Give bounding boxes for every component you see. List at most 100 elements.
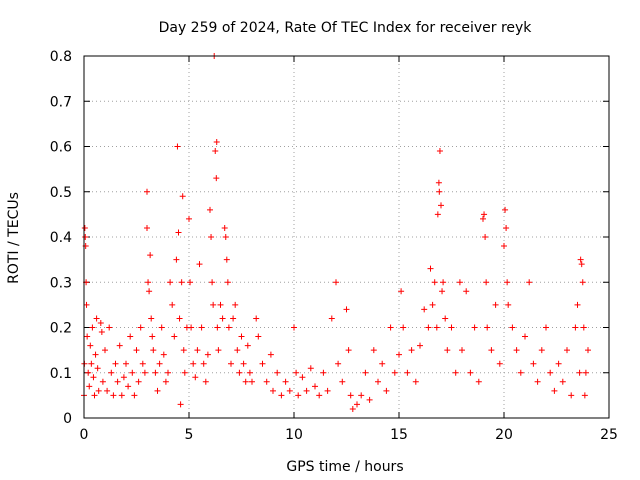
- data-point: [463, 288, 470, 295]
- data-point: [316, 392, 323, 399]
- data-point: [174, 143, 181, 150]
- data-point: [387, 324, 394, 331]
- data-point: [212, 148, 219, 155]
- data-point: [154, 387, 161, 394]
- data-point: [274, 369, 281, 376]
- data-point: [181, 369, 188, 376]
- data-point: [144, 224, 150, 231]
- data-point: [459, 347, 465, 354]
- data-point: [307, 365, 314, 372]
- data-point: [169, 301, 176, 308]
- data-point: [538, 347, 545, 354]
- y-tick-label: 0: [63, 411, 72, 427]
- data-point: [513, 347, 520, 354]
- data-point: [312, 383, 318, 390]
- data-point: [213, 175, 220, 182]
- data-point: [530, 360, 537, 367]
- data-point: [580, 324, 587, 331]
- data-point: [299, 374, 306, 381]
- data-point: [84, 333, 91, 340]
- data-point: [213, 138, 220, 145]
- chart-title: Day 259 of 2024, Rate Of TEC Index for r…: [159, 20, 533, 36]
- x-tick-label: 0: [80, 427, 89, 443]
- data-point: [82, 234, 89, 240]
- grid-lines: [84, 56, 609, 418]
- data-point: [165, 369, 171, 376]
- data-point: [162, 378, 169, 385]
- data-point: [328, 315, 335, 322]
- data-point: [555, 360, 562, 367]
- data-point: [94, 365, 101, 372]
- data-point: [517, 369, 524, 376]
- data-point: [144, 188, 150, 195]
- data-point: [438, 202, 444, 209]
- data-point: [375, 378, 381, 385]
- data-point: [149, 333, 156, 340]
- data-point: [217, 301, 224, 308]
- data-point: [177, 401, 184, 408]
- data-point: [194, 347, 201, 354]
- data-point: [324, 387, 331, 394]
- data-point: [501, 243, 507, 250]
- data-point: [114, 378, 121, 385]
- data-point: [335, 360, 342, 367]
- data-point: [99, 378, 106, 385]
- data-point: [219, 315, 226, 322]
- data-point: [547, 369, 554, 376]
- data-point: [89, 324, 96, 331]
- data-point: [564, 347, 570, 354]
- data-point: [188, 324, 195, 331]
- data-point: [362, 369, 369, 376]
- data-point: [349, 405, 356, 412]
- y-tick-label: 0.7: [50, 94, 72, 110]
- data-point: [345, 347, 352, 354]
- data-point: [480, 215, 486, 222]
- data-point: [148, 315, 155, 322]
- data-point: [291, 324, 297, 331]
- data-point: [141, 369, 148, 376]
- data-point: [303, 387, 310, 394]
- data-point: [579, 279, 586, 286]
- data-point: [568, 392, 575, 399]
- data-point: [259, 360, 266, 367]
- data-point: [434, 211, 441, 218]
- data-point: [176, 315, 183, 322]
- data-point: [93, 315, 100, 322]
- data-point: [244, 342, 251, 349]
- data-point: [160, 351, 167, 358]
- data-point: [202, 378, 209, 385]
- data-point: [196, 261, 203, 268]
- data-point: [425, 324, 432, 331]
- data-point: [175, 229, 182, 236]
- data-point: [238, 333, 245, 340]
- x-tick-label: 20: [495, 427, 513, 443]
- data-point: [333, 279, 339, 286]
- data-point: [186, 215, 192, 222]
- data-point: [577, 256, 584, 263]
- data-point: [433, 324, 440, 331]
- data-point: [578, 261, 585, 268]
- data-point: [456, 279, 463, 286]
- data-point: [98, 329, 105, 336]
- data-point: [347, 392, 354, 399]
- data-point: [431, 279, 438, 286]
- data-point: [574, 301, 581, 308]
- x-tick-label: 15: [390, 427, 408, 443]
- data-point: [505, 301, 512, 308]
- data-point: [488, 347, 495, 354]
- data-point: [559, 378, 566, 385]
- data-points: [81, 53, 591, 412]
- data-point: [210, 301, 217, 308]
- data-point: [576, 369, 583, 376]
- data-point: [246, 369, 253, 376]
- data-point: [503, 224, 510, 231]
- data-point: [240, 360, 247, 367]
- data-point: [207, 206, 213, 213]
- y-axis-label: ROTI / TECUs: [6, 192, 22, 284]
- data-point: [123, 360, 129, 367]
- axis-ticks: 0 5 10 15 20 25 0 0.1 0.2 0.3 0.4 0.5 0.6 0.7 0.8: [50, 49, 618, 443]
- data-point: [526, 279, 533, 286]
- data-point: [249, 378, 255, 385]
- data-point: [150, 347, 157, 354]
- data-point: [452, 369, 459, 376]
